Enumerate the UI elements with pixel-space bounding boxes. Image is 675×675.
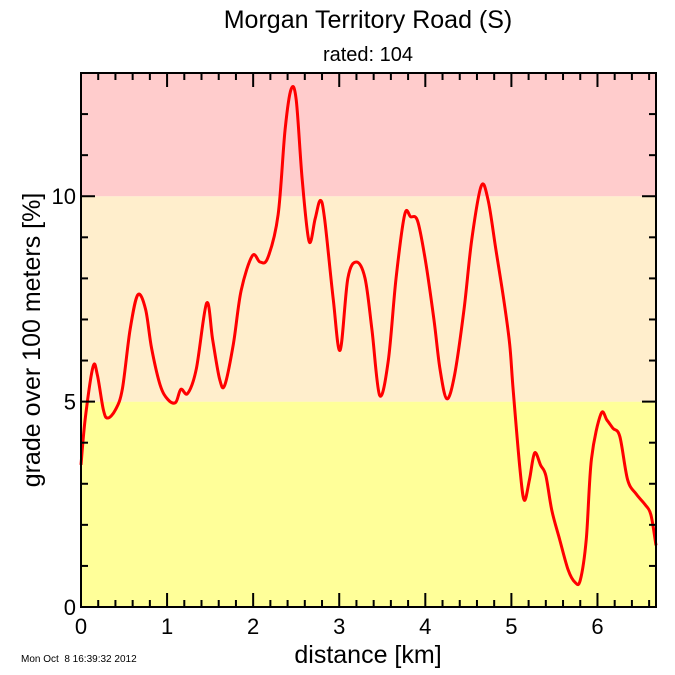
y-tick-label: 10 [52, 184, 76, 209]
y-tick-label: 0 [64, 595, 76, 620]
x-tick-label: 4 [419, 614, 431, 639]
chart-title: Morgan Territory Road (S) [224, 6, 513, 34]
axis-ticks [80, 72, 656, 608]
grade-line [79, 84, 658, 587]
grade-band [81, 401, 656, 607]
x-tick-label: 2 [247, 614, 259, 639]
x-tick-label: 6 [591, 614, 603, 639]
grade-band [81, 73, 656, 197]
plot-frame [80, 72, 657, 608]
y-axis-label: grade over 100 meters [%] [18, 193, 46, 488]
x-tick-label: 0 [75, 614, 87, 639]
x-tick-label: 1 [161, 614, 173, 639]
grade-bands [81, 73, 656, 607]
chart-subtitle: rated: 104 [323, 44, 413, 66]
x-tick-label: 3 [333, 614, 345, 639]
x-tick-label: 5 [505, 614, 517, 639]
tick-labels: 0 1 2 3 4 5 6 0 5 10 [52, 184, 604, 639]
y-tick-label: 5 [64, 390, 76, 415]
timestamp: Mon Oct 8 16:39:32 2012 [21, 654, 137, 665]
x-axis-label: distance [km] [294, 641, 441, 669]
